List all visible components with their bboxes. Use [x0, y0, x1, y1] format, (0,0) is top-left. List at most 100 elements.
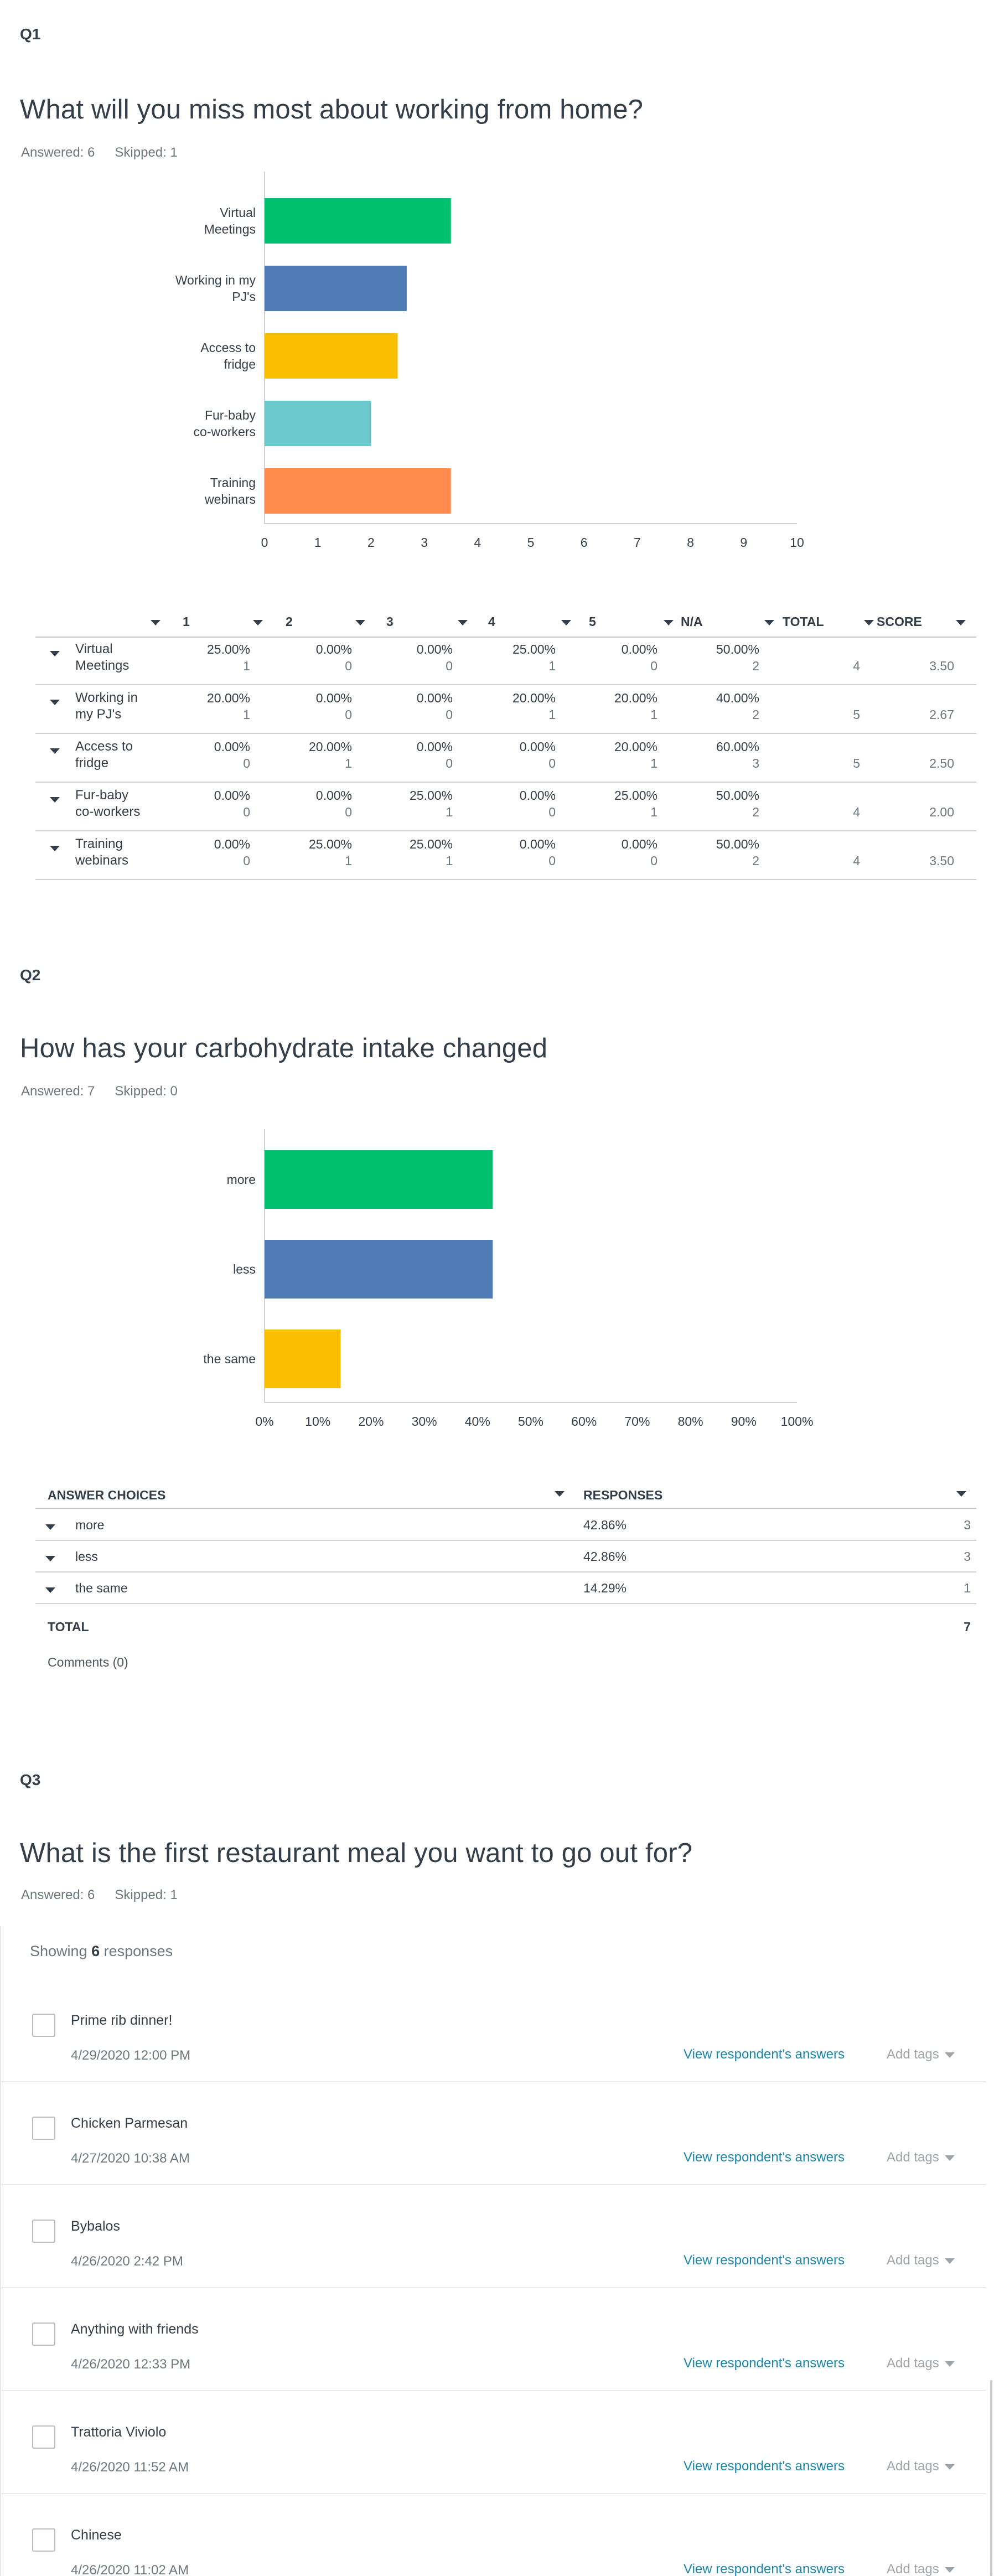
cell-count: 1	[650, 805, 658, 819]
sort-button[interactable]	[151, 618, 161, 628]
category-label: Training	[210, 475, 256, 490]
cell-percent: 0.00%	[519, 788, 556, 803]
view-respondent-link[interactable]: View respondent's answers	[684, 2150, 845, 2165]
view-respondent-link[interactable]: View respondent's answers	[684, 2253, 845, 2268]
response-checkbox[interactable]	[32, 2117, 55, 2140]
sort-button[interactable]	[764, 618, 774, 628]
row-label: Virtual Meetings	[75, 642, 130, 673]
cell-percent: 25.00%	[614, 788, 658, 803]
bar[interactable]	[265, 401, 371, 446]
question-stats: Answered: 6 Skipped: 1	[21, 1887, 198, 1903]
q1-bar-chart: 0 1 2 3 4 5 6 7 8 9 10 Virtual Meetings Working in my…	[175, 172, 804, 550]
sort-button[interactable]	[864, 618, 874, 628]
answer-label: more	[75, 1518, 105, 1532]
cell-percent: 0.00%	[315, 642, 352, 656]
bar[interactable]	[265, 266, 407, 311]
chevron-down-icon	[944, 2464, 955, 2470]
row-expand-button[interactable]	[45, 1554, 55, 1564]
response-checkbox[interactable]	[32, 2220, 55, 2243]
response-text: Trattoria Viviolo	[71, 2424, 167, 2440]
row-expand-button[interactable]	[50, 844, 60, 854]
response-checkbox[interactable]	[32, 2322, 55, 2346]
sort-responses-button[interactable]	[956, 1489, 966, 1499]
x-tick-label: 1	[314, 535, 322, 550]
total-label: TOTAL	[48, 1620, 89, 1634]
row-expand-button[interactable]	[45, 1522, 55, 1532]
sort-button[interactable]	[956, 618, 966, 628]
cell-count: 1	[243, 707, 250, 722]
cell-count: 0	[548, 854, 556, 868]
add-tags-dropdown[interactable]: Add tags	[887, 2562, 955, 2576]
chevron-down-icon	[944, 2361, 955, 2367]
add-tags-dropdown[interactable]: Add tags	[887, 2253, 955, 2268]
response-checkbox[interactable]	[32, 2528, 55, 2552]
total-value: 7	[964, 1620, 971, 1634]
cell-count: 0	[243, 756, 250, 770]
chevron-down-icon	[45, 1555, 55, 1561]
add-tags-dropdown[interactable]: Add tags	[887, 2356, 955, 2371]
response-text: Bybalos	[71, 2218, 120, 2234]
chevron-down-icon	[944, 2567, 955, 2573]
answered-count: Answered: 6	[21, 1887, 95, 1902]
row-label: Access to fridge	[75, 739, 133, 770]
x-tick-label: 6	[581, 535, 588, 550]
bar[interactable]	[265, 198, 451, 244]
sort-button[interactable]	[458, 618, 468, 628]
row-expand-button[interactable]	[50, 697, 60, 707]
cell-count: 1	[345, 854, 352, 868]
add-tags-dropdown[interactable]: Add tags	[887, 2047, 955, 2062]
bar[interactable]	[265, 468, 451, 514]
response-date: 4/26/2020 11:52 AM	[71, 2460, 189, 2475]
x-tick-label: 70%	[624, 1414, 650, 1429]
sort-button[interactable]	[664, 618, 674, 628]
x-tick-label: 5	[527, 535, 535, 550]
row-total: 4	[853, 854, 860, 868]
answer-percent: 42.86%	[583, 1549, 627, 1564]
answer-count: 3	[964, 1549, 971, 1564]
bar[interactable]	[265, 1330, 341, 1388]
answered-count: Answered: 7	[21, 1084, 95, 1099]
cell-count: 0	[446, 707, 453, 722]
response-item: Bybalos 4/26/2020 2:42 PM View responden…	[1, 2185, 986, 2288]
chevron-down-icon	[50, 796, 60, 803]
x-tick-label: 40%	[465, 1414, 490, 1429]
response-text: Anything with friends	[71, 2321, 199, 2337]
sort-button[interactable]	[355, 618, 365, 628]
bar[interactable]	[265, 333, 398, 379]
bar[interactable]	[265, 1150, 493, 1209]
add-tags-dropdown[interactable]: Add tags	[887, 2150, 955, 2165]
comments-link[interactable]: Comments (0)	[48, 1655, 128, 1669]
row-expand-button[interactable]	[50, 795, 60, 805]
view-respondent-link[interactable]: View respondent's answers	[684, 2562, 845, 2576]
row-expand-button[interactable]	[45, 1585, 55, 1595]
cell-percent: 25.00%	[409, 788, 453, 803]
add-tags-dropdown[interactable]: Add tags	[887, 2459, 955, 2474]
view-respondent-link[interactable]: View respondent's answers	[684, 2459, 845, 2474]
response-checkbox[interactable]	[32, 2425, 55, 2449]
response-checkbox[interactable]	[32, 2014, 55, 2037]
col-header: N/A	[681, 614, 703, 629]
x-tick-label: 100%	[781, 1414, 814, 1429]
sort-answer-button[interactable]	[555, 1489, 565, 1499]
view-respondent-link[interactable]: View respondent's answers	[684, 2047, 845, 2062]
row-expand-button[interactable]	[50, 649, 60, 659]
col-header: 1	[183, 614, 190, 629]
question-title: How has your carbohydrate intake changed	[20, 1033, 548, 1063]
bar[interactable]	[265, 1240, 493, 1299]
question-title: What will you miss most about working fr…	[20, 95, 644, 125]
x-tick-label: 10	[790, 535, 804, 550]
row-expand-button[interactable]	[50, 746, 60, 756]
cell-count: 2	[752, 854, 759, 868]
sort-icon	[864, 619, 874, 625]
cell-count: 1	[446, 805, 453, 819]
response-date: 4/26/2020 12:33 PM	[71, 2357, 191, 2372]
sort-button[interactable]	[253, 618, 263, 628]
q2-results-table: ANSWER CHOICES RESPONSES more 42.86% 3 less…	[35, 1478, 976, 1688]
cell-count: 1	[243, 659, 250, 673]
sort-button[interactable]	[561, 618, 571, 628]
divider	[35, 637, 976, 638]
view-respondent-link[interactable]: View respondent's answers	[684, 2356, 845, 2371]
scrollbar[interactable]	[990, 2380, 992, 2576]
col-header: 5	[589, 614, 596, 629]
response-item: Trattoria Viviolo 4/26/2020 11:52 AM Vie…	[1, 2391, 986, 2494]
